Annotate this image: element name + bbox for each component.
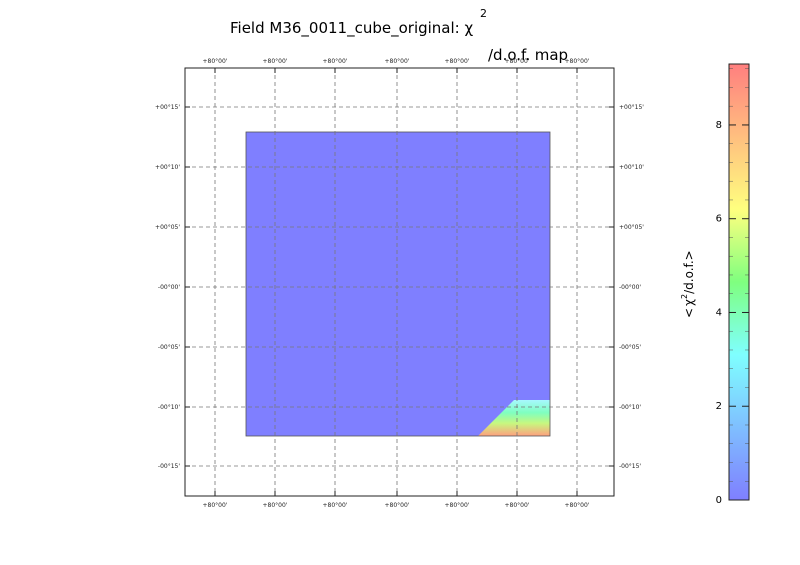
y-tick-label-left: +00°05' [155,224,180,231]
colorbar-tick-label: 8 [716,120,722,131]
x-tick-label-bottom: +80°00' [263,502,288,509]
colorbar-title-text: <χ2/d.o.f.> [680,250,696,318]
x-tick-label-bottom: +80°00' [505,502,530,509]
y-tick-label-right: -00°00' [619,284,641,291]
x-tick-label-bottom: +80°00' [323,502,348,509]
y-tick-label-right: +00°10' [619,164,644,171]
colorbar-tick-label: 2 [716,401,722,412]
plot-area: +80°00' +80°00' +80°00' +80°00' +80°00' +80°0… [155,58,644,509]
y-tick-label-left: +00°15' [155,104,180,111]
x-tick-label-top: +80°00' [505,58,530,65]
x-tick-label-top: +80°00' [445,58,470,65]
chart-title: Field M36_0011_cube_original: χ 2 /d.o.f… [230,7,568,64]
plot-frame [184,67,615,497]
chi2-map-hot-corner [478,400,550,436]
colorbar-title: <χ2/d.o.f.> [680,250,696,318]
colorbar: 0 2 4 6 8 <χ2/d.o.f.> [680,63,750,506]
y-tick-label-left: -00°15' [158,463,180,470]
y-tick-label-right: +00°05' [619,224,644,231]
y-tick-label-right: -00°05' [619,344,641,351]
x-tick-label-top: +80°00' [203,58,228,65]
colorbar-frame [728,63,750,501]
title-suffix: /d.o.f. map [488,46,568,64]
x-tick-label-top: +80°00' [565,58,590,65]
chi2-map-border [245,131,551,437]
x-tick-label-top: +80°00' [385,58,410,65]
x-tick-label-bottom: +80°00' [565,502,590,509]
y-tick-label-left: +00°10' [155,164,180,171]
title-symbol: χ [465,19,474,37]
chi2-map-image [246,132,550,436]
colorbar-tick-label: 0 [716,495,722,506]
x-tick-label-bottom: +80°00' [203,502,228,509]
y-tick-label-left: -00°05' [158,344,180,351]
title-prefix: Field M36_0011_cube_original: [230,19,465,38]
x-tick-label-bottom: +80°00' [445,502,470,509]
y-tick-label-right: +00°15' [619,104,644,111]
x-tick-label-bottom: +80°00' [385,502,410,509]
colorbar-tick-label: 6 [716,214,722,225]
y-tick-label-left: -00°10' [158,404,180,411]
svg-text:Field M36_0011_cube_original:: Field M36_0011_cube_original: χ [230,19,474,38]
colorbar-tick-label: 4 [716,307,722,318]
title-sup: 2 [480,7,487,20]
y-tick-label-right: -00°10' [619,404,641,411]
colorbar-gradient [729,64,749,500]
x-tick-label-top: +80°00' [263,58,288,65]
y-tick-label-left: -00°00' [158,284,180,291]
x-tick-label-top: +80°00' [323,58,348,65]
y-tick-label-right: -00°15' [619,463,641,470]
